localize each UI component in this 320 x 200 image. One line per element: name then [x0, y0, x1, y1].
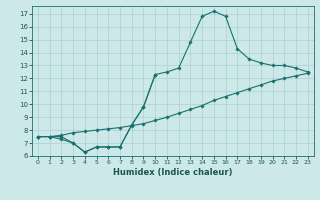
X-axis label: Humidex (Indice chaleur): Humidex (Indice chaleur) — [113, 168, 233, 177]
